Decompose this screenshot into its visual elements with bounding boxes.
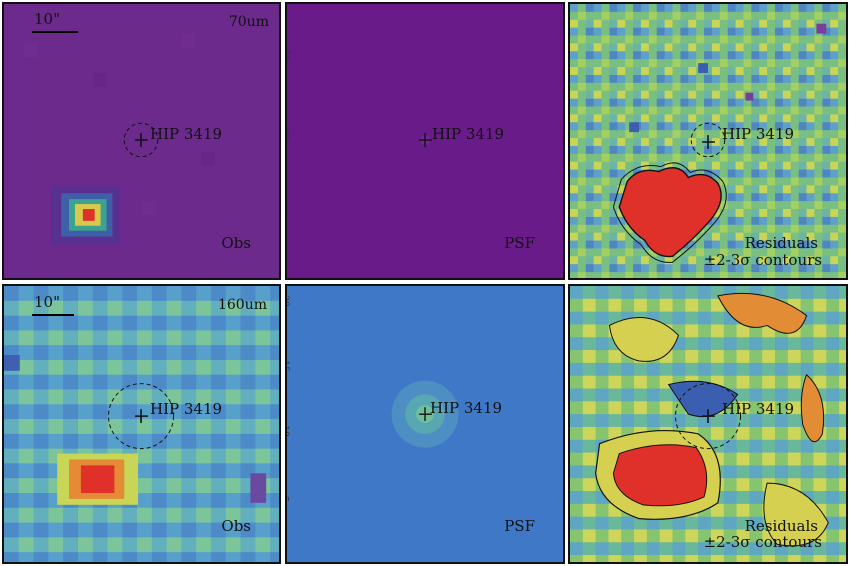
- scale-bar: [32, 314, 74, 316]
- image-70um-residual: [570, 4, 846, 278]
- panel-label-residuals: Residuals: [744, 517, 818, 535]
- target-circle: [123, 122, 159, 158]
- tick-label: 10: [285, 201, 288, 213]
- image-160um-obs: [4, 286, 279, 562]
- image-70um-obs: [4, 4, 279, 278]
- band-label-160um: 160um: [217, 297, 267, 313]
- panel-label-contours: ±2-3σ contours: [703, 251, 822, 269]
- target-cross: [702, 409, 715, 424]
- tick-label: 20: [285, 295, 290, 307]
- target-label: HIP 3419: [432, 125, 505, 143]
- tick-label: 10: [285, 425, 290, 437]
- panel-label-residuals: Residuals: [744, 234, 818, 252]
- panel-70um-psf: 10 20 30 HIP 3419 PSF: [285, 2, 565, 280]
- target-cross: [702, 135, 715, 149]
- target-label: HIP 3419: [430, 399, 503, 417]
- panel-label-psf: PSF: [504, 517, 535, 535]
- band-label-70um: 70um: [228, 14, 269, 30]
- target-label: HIP 3419: [722, 400, 795, 418]
- target-cross: [135, 133, 148, 147]
- panel-label-obs: Obs: [221, 234, 251, 252]
- target-label: HIP 3419: [722, 125, 795, 143]
- target-label: HIP 3419: [150, 400, 223, 418]
- panel-label-psf: PSF: [504, 234, 535, 252]
- scale-bar-label: 10": [34, 10, 60, 28]
- target-circle: [674, 383, 742, 450]
- tick-label: 20: [285, 128, 290, 140]
- panel-70um-obs: 10" 70um HIP 3419 Obs: [2, 2, 281, 280]
- image-70um-psf: [287, 4, 563, 278]
- target-label: HIP 3419: [150, 125, 223, 143]
- panel-160um-residual: HIP 3419 Residuals ±2-3σ contours: [568, 284, 848, 564]
- image-160um-residual: [570, 286, 846, 562]
- panel-160um-psf: 5 10 15 20 HIP 3419 PSF: [285, 284, 565, 564]
- panel-label-contours: ±2-3σ contours: [703, 533, 822, 551]
- panel-label-obs: Obs: [221, 517, 251, 535]
- panel-70um-residual: HIP 3419 Residuals ±2-3σ contours: [568, 2, 848, 280]
- target-circle: [690, 122, 726, 158]
- tick-label: 5: [287, 496, 289, 502]
- target-cross: [419, 407, 432, 422]
- scale-bar-label: 10": [34, 293, 60, 311]
- tick-label: 30: [285, 49, 290, 61]
- panel-160um-obs: 10" 160um HIP 3419 Obs: [2, 284, 281, 564]
- target-cross: [419, 133, 432, 147]
- image-160um-psf: [287, 286, 563, 562]
- scale-bar: [32, 31, 78, 33]
- tick-label: 15: [285, 360, 290, 372]
- target-cross: [135, 409, 148, 424]
